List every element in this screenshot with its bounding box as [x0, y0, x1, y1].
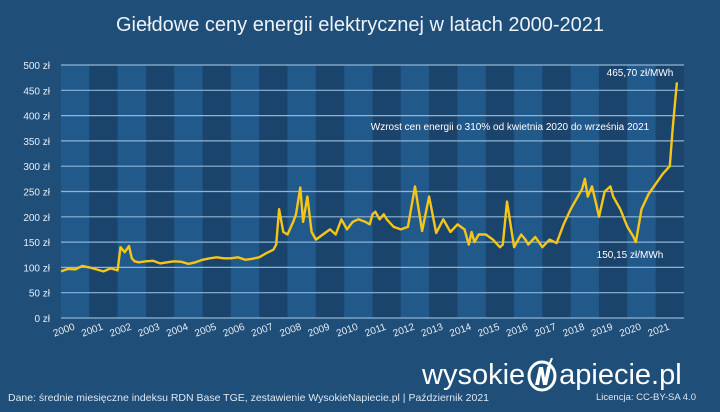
y-tick-label: 450 zł	[23, 86, 50, 97]
logo-text-left: wysokie	[422, 358, 526, 391]
y-tick-label: 200 zł	[23, 213, 50, 224]
x-tick-label: 2018	[562, 322, 587, 340]
x-tick-label: 2011	[364, 322, 388, 340]
y-tick-label: 100 zł	[23, 263, 50, 274]
x-tick-label: 2005	[193, 322, 218, 340]
annotation-label: 465,70 zł/MWh	[607, 68, 674, 79]
y-tick-label: 250 zł	[23, 188, 50, 199]
x-tick-label: 2019	[590, 322, 615, 340]
y-axis-ticks: 0 zł 50 zł 100 zł 150 zł 200 zł 250 zł 300 zł 3…	[23, 61, 50, 325]
y-tick-label: 150 zł	[23, 238, 50, 249]
chart-title: Giełdowe ceny energii elektrycznej w lat…	[115, 14, 605, 36]
x-tick-label: 2021	[646, 322, 671, 340]
y-tick-label: 400 zł	[23, 112, 50, 123]
annotation-label: Wzrost cen energii o 310% od kwietnia 20…	[371, 122, 650, 133]
x-tick-label: 2013	[420, 322, 445, 340]
x-tick-label: 2006	[222, 322, 247, 340]
x-tick-label: 2012	[392, 322, 417, 340]
lightning-n-circle-icon	[527, 358, 557, 392]
x-tick-label: 2007	[250, 322, 275, 340]
x-tick-label: 2017	[533, 322, 558, 340]
x-tick-label: 2001	[80, 322, 105, 340]
x-tick-label: 2010	[335, 322, 360, 340]
price-line	[60, 82, 679, 273]
site-logo[interactable]: wysokie apiecie.pl	[422, 358, 682, 392]
x-axis-ticks: 2000 2001 2002 2003 2004 2005 2006 2007 2008 2009…	[52, 322, 672, 340]
y-tick-label: 0 zł	[34, 314, 50, 325]
logo-text-right: apiecie.pl	[559, 358, 682, 391]
y-tick-label: 50 zł	[29, 289, 51, 300]
x-tick-label: 2014	[448, 322, 473, 340]
x-tick-label: 2002	[108, 322, 133, 340]
license-note: Licencja: CC-BY-SA 4.0	[596, 392, 696, 403]
line-chart: 0 zł 50 zł 100 zł 150 zł 200 zł 250 zł 300 zł 3…	[23, 61, 684, 340]
x-tick-label: 2020	[618, 322, 643, 340]
x-tick-label: 2003	[137, 322, 162, 340]
y-tick-label: 350 zł	[23, 137, 50, 148]
x-tick-label: 2015	[477, 322, 502, 340]
x-tick-label: 2009	[307, 322, 332, 340]
annotations: 465,70 zł/MWh 150,15 zł/MWh Wzrost cen ene…	[371, 68, 674, 261]
x-tick-label: 2000	[52, 322, 77, 340]
source-note: Dane: średnie miesięczne indeksu RDN Bas…	[8, 392, 490, 404]
y-tick-label: 300 zł	[23, 162, 50, 173]
x-tick-label: 2004	[165, 322, 190, 340]
y-tick-label: 500 zł	[23, 61, 50, 72]
x-tick-label: 2016	[505, 322, 530, 340]
annotation-label: 150,15 zł/MWh	[597, 250, 664, 261]
x-tick-label: 2008	[278, 322, 303, 340]
